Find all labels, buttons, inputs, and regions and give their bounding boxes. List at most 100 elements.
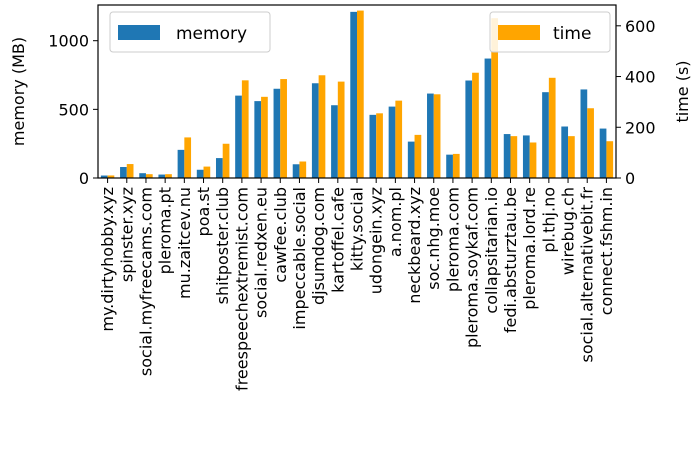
x-tick-label: collapsitarian.io xyxy=(482,187,501,314)
x-tick-label: a.nom.pl xyxy=(386,187,405,257)
bar-memory xyxy=(369,114,377,178)
bar-time xyxy=(222,143,230,178)
x-axis-ticks: my.dirtyhobby.xyz spinster.xyz social.myfr… xyxy=(98,178,616,391)
x-tick-label: poa.st xyxy=(194,187,213,236)
bar-time xyxy=(510,136,518,178)
bar-time xyxy=(261,96,268,178)
left-tick-label: 0 xyxy=(79,169,89,188)
legend-memory: memory xyxy=(109,11,271,53)
left-axis-ticks: 0 500 1000 xyxy=(48,32,98,188)
right-tick-label: 600 xyxy=(625,17,656,36)
x-tick-label: shitposter.club xyxy=(213,187,232,304)
bar-time xyxy=(395,100,403,178)
bar-time xyxy=(241,80,249,178)
bar-memory xyxy=(158,174,166,178)
bar-memory xyxy=(235,95,242,178)
bar-time xyxy=(126,164,134,178)
bar-memory xyxy=(446,154,453,178)
bar-memory xyxy=(542,92,549,178)
legend-memory-box xyxy=(109,11,271,53)
legend-time-swatch xyxy=(498,25,540,40)
x-tick-label: soc.nhg.moe xyxy=(424,187,443,290)
bar-time xyxy=(548,77,556,178)
bar-time xyxy=(318,75,326,178)
x-tick-label: cawfee.club xyxy=(271,187,290,283)
bar-memory xyxy=(139,173,146,178)
x-tick-label: pleroma.pt xyxy=(156,187,175,274)
x-tick-label: wirebug.ch xyxy=(559,187,578,275)
bar-memory xyxy=(580,89,588,178)
x-tick-label: neckbeard.xyz xyxy=(405,187,424,304)
bar-time xyxy=(145,174,153,178)
left-tick-label: 1000 xyxy=(48,32,89,51)
legend-memory-label: memory xyxy=(176,24,247,44)
bar-memory xyxy=(196,169,204,178)
bar-time xyxy=(357,10,364,179)
bar-time xyxy=(587,108,594,178)
bar-time xyxy=(203,166,211,178)
x-tick-label: social.alternativebit.fr xyxy=(578,187,597,363)
x-tick-label: fedi.absturztau.be xyxy=(501,187,520,333)
legend-time-label: time xyxy=(553,24,591,44)
left-tick-label: 500 xyxy=(58,100,89,119)
bar-time xyxy=(184,137,192,178)
bar-memory xyxy=(503,134,511,178)
x-tick-label: pleroma.soykaf.com xyxy=(463,187,482,348)
bar-memory xyxy=(273,88,281,178)
x-tick-label: pl.thj.no xyxy=(539,187,558,253)
bar-time xyxy=(376,113,383,178)
x-tick-label: kartoffel.cafe xyxy=(328,187,347,293)
bar-memory xyxy=(522,135,530,178)
bar-memory xyxy=(292,164,300,178)
legend-time-box xyxy=(489,11,611,53)
bar-memory xyxy=(484,58,492,178)
bar-memory xyxy=(350,11,357,178)
bar-time xyxy=(472,72,479,178)
x-tick-label: pleroma.com xyxy=(443,187,462,292)
right-tick-label: 200 xyxy=(625,118,656,137)
x-tick-label: connect.fshm.in xyxy=(597,187,616,315)
bar-time xyxy=(414,134,422,178)
x-tick-label: pleroma.lord.re xyxy=(520,187,539,310)
x-tick-label: djsumdog.com xyxy=(309,187,328,305)
x-tick-label: mu.zaitcev.nu xyxy=(175,187,194,299)
bar-memory xyxy=(388,106,396,178)
x-tick-label: udongein.xyz xyxy=(367,187,386,294)
right-axis-ticks: 0 200 400 600 xyxy=(616,17,656,188)
bar-memory xyxy=(599,128,607,178)
bar-memory xyxy=(120,167,127,178)
bar-memory xyxy=(100,175,108,178)
x-tick-label: social.redxen.eu xyxy=(252,187,271,318)
bar-time xyxy=(606,141,614,178)
bar-time xyxy=(299,161,307,178)
bar-time xyxy=(529,142,537,178)
bar-memory xyxy=(311,83,319,178)
bar-memory xyxy=(215,158,223,178)
bar-memory xyxy=(561,126,569,178)
bar-memory xyxy=(465,80,473,178)
left-axis-label: memory (MB) xyxy=(9,37,28,146)
right-axis-label: time (s) xyxy=(673,60,692,122)
right-tick-label: 0 xyxy=(625,169,635,188)
x-tick-label: spinster.xyz xyxy=(117,187,136,282)
x-tick-label: kitty.social xyxy=(348,187,367,271)
x-tick-label: social.myfreecams.com xyxy=(136,187,155,376)
bar-time xyxy=(568,136,575,178)
bar-time xyxy=(337,81,345,178)
bar-memory xyxy=(177,149,185,178)
bar-time xyxy=(107,175,115,178)
right-tick-label: 400 xyxy=(625,68,656,87)
bar-time xyxy=(452,153,460,178)
time-bars xyxy=(107,10,614,179)
legend-memory-swatch xyxy=(118,25,160,40)
bar-memory xyxy=(407,141,415,178)
bar-time xyxy=(280,79,287,178)
bar-memory xyxy=(427,93,434,178)
bar-memory xyxy=(331,105,338,178)
x-tick-label: impeccable.social xyxy=(290,187,309,330)
legend-time: time xyxy=(489,11,611,53)
bar-time xyxy=(491,18,499,179)
bar-memory xyxy=(254,101,262,178)
bar-time xyxy=(165,174,172,178)
